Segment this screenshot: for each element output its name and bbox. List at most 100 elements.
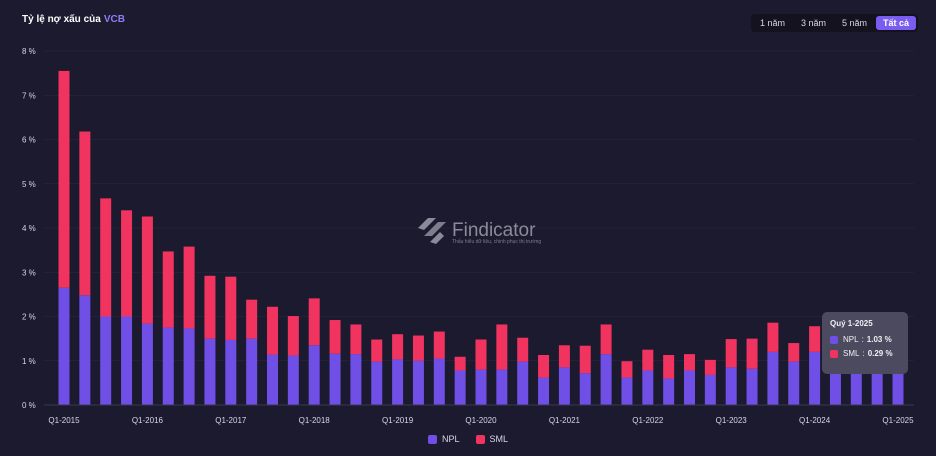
bar-sml[interactable] — [204, 275, 216, 339]
bar-npl[interactable] — [225, 339, 237, 405]
bar-npl[interactable] — [412, 360, 424, 405]
bar-sml[interactable] — [788, 343, 800, 362]
bar-npl[interactable] — [433, 358, 445, 405]
bar-sml[interactable] — [558, 345, 570, 368]
legend-sml-swatch — [475, 434, 485, 444]
watermark-tagline: Thấu hiểu dữ liệu, chinh phục thị trường — [452, 238, 541, 245]
x-tick-label: Q1-2020 — [465, 416, 497, 425]
bar-sml[interactable] — [141, 216, 153, 324]
range-5-year-button[interactable]: 5 năm — [841, 18, 867, 28]
bar-npl[interactable] — [475, 369, 487, 405]
bar-sml[interactable] — [579, 345, 591, 374]
range-1-year-button[interactable]: 1 năm — [759, 18, 785, 28]
legend-npl-label: NPL — [441, 434, 460, 444]
legend-item-sml[interactable]: SML — [475, 434, 508, 444]
bar-sml[interactable] — [475, 339, 487, 370]
bar-npl[interactable] — [58, 287, 70, 405]
bar-npl[interactable] — [204, 338, 216, 405]
bar-npl[interactable] — [767, 351, 779, 405]
bar-sml[interactable] — [621, 361, 633, 378]
bar-npl[interactable] — [371, 361, 383, 405]
bar-npl[interactable] — [850, 358, 862, 405]
bar-npl[interactable] — [558, 367, 570, 405]
bar-sml[interactable] — [392, 334, 404, 360]
findicator-watermark: Findicator Thấu hiểu dữ liệu, chinh phục… — [418, 218, 541, 245]
tooltip-row-npl: NPL : 1.03 % — [830, 335, 900, 344]
tooltip-npl-name: NPL — [843, 335, 859, 344]
bar-npl[interactable] — [642, 370, 654, 405]
chart-legend: NPL SML — [0, 434, 936, 444]
bar-sml[interactable] — [162, 251, 174, 328]
bar-npl[interactable] — [788, 361, 800, 405]
bar-npl[interactable] — [704, 374, 716, 405]
bar-npl[interactable] — [496, 369, 508, 405]
bar-sml[interactable] — [517, 337, 529, 362]
bar-npl[interactable] — [350, 354, 362, 405]
bar-sml[interactable] — [100, 198, 112, 317]
bar-sml[interactable] — [121, 210, 133, 317]
bar-sml[interactable] — [704, 359, 716, 375]
range-3-year-button[interactable]: 3 năm — [800, 18, 826, 28]
bar-sml[interactable] — [58, 70, 70, 288]
bar-npl[interactable] — [746, 368, 758, 405]
bar-npl[interactable] — [892, 359, 904, 405]
tooltip-row-sml: SML : 0.29 % — [830, 349, 900, 358]
bar-sml[interactable] — [684, 354, 695, 371]
bar-npl[interactable] — [267, 354, 278, 405]
bar-sml[interactable] — [538, 354, 550, 378]
bar-sml[interactable] — [496, 324, 508, 370]
bar-sml[interactable] — [371, 339, 383, 362]
bar-sml[interactable] — [725, 339, 737, 368]
bar-npl[interactable] — [162, 327, 174, 405]
bar-sml[interactable] — [79, 131, 91, 296]
y-tick-label: 5 % — [22, 180, 36, 189]
bar-sml[interactable] — [308, 298, 320, 346]
bar-npl[interactable] — [392, 359, 404, 405]
bar-sml[interactable] — [746, 338, 758, 369]
bar-npl[interactable] — [621, 377, 633, 405]
bar-npl[interactable] — [287, 355, 299, 405]
range-all-button[interactable]: Tất cả — [875, 16, 916, 30]
bar-sml[interactable] — [642, 349, 654, 371]
bar-npl[interactable] — [183, 328, 195, 405]
y-tick-label: 6 % — [22, 136, 36, 145]
bar-npl[interactable] — [246, 338, 258, 405]
tooltip-separator: : — [861, 335, 864, 344]
bar-npl[interactable] — [308, 345, 320, 405]
bar-npl[interactable] — [329, 353, 341, 405]
bar-sml[interactable] — [600, 324, 612, 355]
bar-sml[interactable] — [433, 331, 445, 359]
x-tick-label: Q1-2021 — [549, 416, 581, 425]
tooltip-npl-value: 1.03 % — [866, 335, 892, 344]
bar-sml[interactable] — [412, 335, 424, 361]
bar-npl[interactable] — [517, 361, 529, 405]
bar-npl[interactable] — [454, 370, 466, 405]
bar-npl[interactable] — [121, 316, 133, 406]
bar-npl[interactable] — [829, 361, 841, 405]
findicator-logo-icon — [418, 218, 446, 244]
bar-npl[interactable] — [100, 316, 112, 406]
bar-npl[interactable] — [725, 367, 737, 405]
bar-npl[interactable] — [79, 295, 91, 405]
bar-npl[interactable] — [684, 370, 695, 405]
bar-sml[interactable] — [225, 276, 237, 340]
bar-npl[interactable] — [871, 361, 883, 405]
bar-npl[interactable] — [809, 351, 821, 405]
bar-npl[interactable] — [141, 323, 153, 405]
bar-npl[interactable] — [538, 377, 550, 405]
bar-npl[interactable] — [600, 354, 612, 405]
bar-sml[interactable] — [350, 324, 362, 355]
x-tick-label: Q1-2017 — [215, 416, 247, 425]
bar-sml[interactable] — [287, 316, 299, 356]
bar-sml[interactable] — [454, 356, 466, 371]
legend-item-npl[interactable]: NPL — [427, 434, 460, 444]
bar-sml[interactable] — [809, 326, 821, 352]
bar-sml[interactable] — [329, 320, 341, 354]
bar-sml[interactable] — [767, 322, 779, 352]
bar-sml[interactable] — [267, 306, 278, 355]
bar-sml[interactable] — [246, 299, 258, 339]
bar-npl[interactable] — [663, 378, 675, 405]
bar-sml[interactable] — [663, 354, 675, 379]
bar-npl[interactable] — [579, 373, 591, 405]
bar-sml[interactable] — [183, 246, 195, 329]
